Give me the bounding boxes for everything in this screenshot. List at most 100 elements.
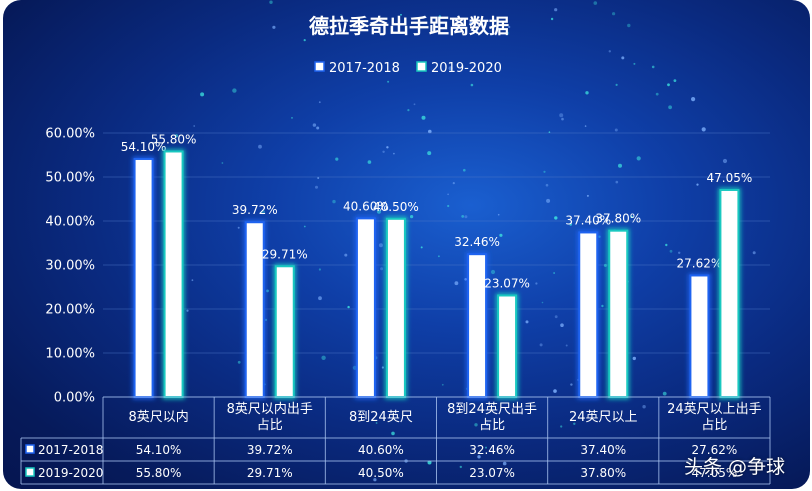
particle-dot [505,31,510,35]
particle-dot [584,125,587,127]
particle-dot [258,144,262,149]
category-label: 占比 [701,418,727,433]
particle-dot [696,183,699,186]
particle-dot [393,152,395,155]
particle-dot [633,62,636,65]
particle-dot [318,268,321,271]
data-label: 47.05% [707,171,753,185]
bar [385,217,406,398]
particle-dot [378,243,383,248]
particle-dot [317,177,320,179]
category-label: 24英尺以上出手 [667,402,762,417]
data-label: 40.60% [343,199,389,213]
particle-dot [459,465,462,469]
particle-dot [615,83,618,86]
particle-dot [662,391,667,396]
data-label: 23.07% [484,276,530,290]
particle-dot [668,105,672,110]
particle-dot [570,383,573,386]
particle-dot [603,263,607,267]
data-label: 29.71% [262,247,308,261]
particle-dot [545,183,549,187]
particle-dot [237,360,241,364]
particle-dot [691,97,696,102]
particle-dot [447,204,450,208]
particle-dot [535,282,538,285]
particle-dot [386,146,389,149]
particle-dot [539,343,543,347]
legend-item: 2017-2018 [314,61,400,76]
particle-dot [428,129,432,134]
particle-dot [380,267,384,271]
particle-dot [427,151,432,156]
particle-dot [186,309,189,312]
bar [719,188,740,398]
particle-dot [232,88,237,93]
data-label: 39.72% [232,203,278,217]
particle-dot [407,109,410,112]
table-cell: 40.60% [358,443,404,457]
particle-dot [669,249,673,253]
table-cell: 29.71% [247,466,293,480]
particle-dot [191,279,194,282]
category-label: 占比 [479,418,505,433]
background-particles [166,0,756,482]
particle-dot [618,163,622,168]
particle-dot [375,422,378,424]
category-label: 占比 [257,418,283,433]
table-cell: 39.72% [247,443,293,457]
particle-dot [400,13,402,16]
bar [578,231,599,398]
particle-dot [312,123,317,127]
y-tick-label: 0.00% [54,391,95,406]
table-row-label: 2017-2018 [38,443,103,457]
data-label: 55.80% [151,132,197,146]
particle-dot [612,12,616,16]
particle-dot [272,25,276,29]
particle-dot [614,128,618,132]
particle-dot [344,253,348,257]
particle-dot [477,455,481,459]
particle-dot [347,305,350,309]
particle-dot [554,8,558,12]
particle-dot [291,117,293,119]
table-row-swatch [25,444,35,454]
table-cell: 55.80% [136,466,182,480]
bar [133,157,154,398]
bar [274,265,295,398]
bar [608,229,629,398]
data-label: 27.62% [677,256,723,270]
particle-dot [585,91,589,95]
particle-dot [469,21,473,26]
particle-dot [237,226,240,229]
y-tick-label: 50.00% [45,171,95,186]
particle-dot [608,50,611,53]
particle-dot [636,156,641,161]
particle-dot [632,356,636,361]
data-label: 37.40% [565,213,611,227]
particle-dot [367,160,372,164]
y-tick-label: 40.00% [45,215,95,230]
particle-dot [548,131,551,133]
table-cell: 37.40% [580,443,626,457]
particle-dot [332,199,336,204]
particle-dot [565,344,568,347]
legend-label: 2017-2018 [329,61,400,76]
particle-dot [335,157,339,161]
particle-dot [508,25,511,29]
particle-dot [553,389,557,393]
particle-dot [642,405,646,409]
particle-dot [303,225,306,228]
bar [163,150,184,398]
table-cell: 23.07% [469,466,515,480]
particle-dot [630,215,633,219]
particle-dot [546,198,551,203]
particle-dot [316,126,320,130]
particle-dot [667,83,670,87]
y-tick-label: 30.00% [45,259,95,274]
particle-dot [701,127,706,132]
table-row-label: 2019-2020 [38,466,103,480]
watermark: 头条 @争球 [684,456,786,478]
particle-dot [474,423,478,427]
